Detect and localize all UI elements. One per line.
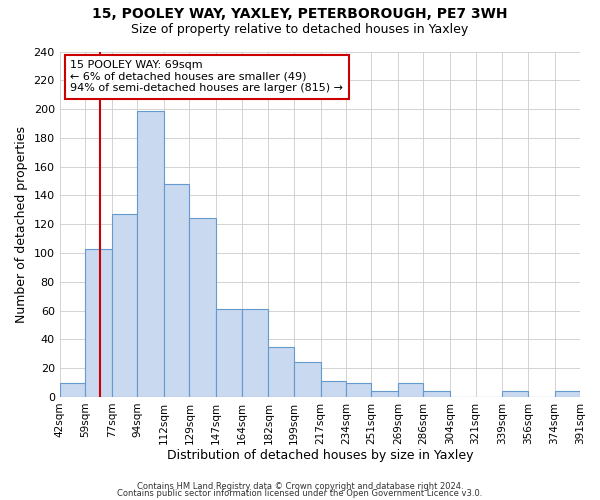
Bar	[502, 391, 528, 397]
Text: Size of property relative to detached houses in Yaxley: Size of property relative to detached ho…	[131, 22, 469, 36]
Bar	[554, 391, 580, 397]
Y-axis label: Number of detached properties: Number of detached properties	[15, 126, 28, 322]
Bar	[294, 362, 320, 397]
Bar	[59, 382, 85, 397]
Text: Contains HM Land Registry data © Crown copyright and database right 2024.: Contains HM Land Registry data © Crown c…	[137, 482, 463, 491]
Bar	[190, 218, 216, 397]
X-axis label: Distribution of detached houses by size in Yaxley: Distribution of detached houses by size …	[167, 450, 473, 462]
Bar	[112, 214, 137, 397]
Bar	[424, 391, 450, 397]
Text: 15 POOLEY WAY: 69sqm
← 6% of detached houses are smaller (49)
94% of semi-detach: 15 POOLEY WAY: 69sqm ← 6% of detached ho…	[70, 60, 343, 94]
Bar	[216, 309, 242, 397]
Text: 15, POOLEY WAY, YAXLEY, PETERBOROUGH, PE7 3WH: 15, POOLEY WAY, YAXLEY, PETERBOROUGH, PE…	[92, 8, 508, 22]
Bar	[320, 381, 346, 397]
Bar	[85, 248, 112, 397]
Bar	[371, 391, 398, 397]
Bar	[398, 382, 424, 397]
Text: Contains public sector information licensed under the Open Government Licence v3: Contains public sector information licen…	[118, 489, 482, 498]
Bar	[164, 184, 190, 397]
Bar	[137, 110, 164, 397]
Bar	[346, 382, 371, 397]
Bar	[242, 309, 268, 397]
Bar	[268, 346, 294, 397]
